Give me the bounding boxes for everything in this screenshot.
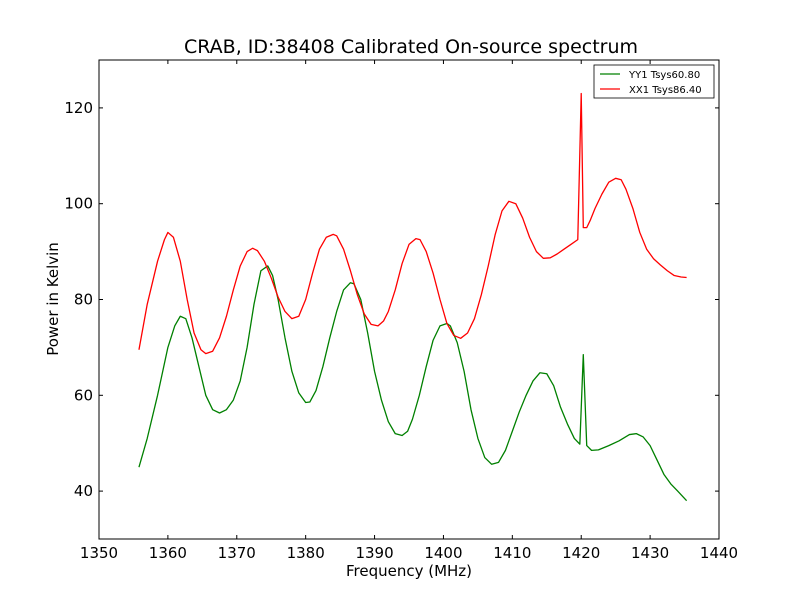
x-tick-label: 1390 <box>355 544 393 562</box>
x-tick-label: 1430 <box>631 544 669 562</box>
y-tick-label: 100 <box>64 195 93 213</box>
series-line-yy1 <box>138 265 688 502</box>
legend: YY1 Tsys60.80 XX1 Tsys86.40 <box>593 64 715 99</box>
x-tick-label: 1420 <box>562 544 600 562</box>
x-axis-label: Frequency (MHz) <box>346 562 472 580</box>
legend-label-yy1: YY1 Tsys60.80 <box>628 70 700 81</box>
y-tick-label: 40 <box>74 482 93 500</box>
x-tick-label: 1360 <box>149 544 187 562</box>
y-tick-label: 60 <box>74 386 93 404</box>
x-tick-label: 1400 <box>424 544 462 562</box>
legend-box <box>593 64 715 99</box>
x-tick-label: 1350 <box>80 544 118 562</box>
series-line-xx1 <box>138 92 687 355</box>
x-tick-label: 1410 <box>493 544 531 562</box>
plot-series <box>138 92 688 502</box>
x-tick-label: 1440 <box>700 544 738 562</box>
plot-frame <box>98 59 720 540</box>
legend-label-xx1: XX1 Tsys86.40 <box>629 85 702 96</box>
y-tick-label: 120 <box>64 99 93 117</box>
x-axis-ticks: 1350 1360 1370 1380 1390 1400 1410 1420 1430 1440 <box>80 60 738 562</box>
x-tick-label: 1380 <box>287 544 325 562</box>
chart-title: CRAB, ID:38408 Calibrated On-source spec… <box>184 36 638 58</box>
y-tick-label: 80 <box>74 291 93 309</box>
y-axis-label: Power in Kelvin <box>44 242 62 356</box>
x-tick-label: 1370 <box>218 544 256 562</box>
y-axis-ticks: 40 60 80 100 120 <box>64 99 719 500</box>
